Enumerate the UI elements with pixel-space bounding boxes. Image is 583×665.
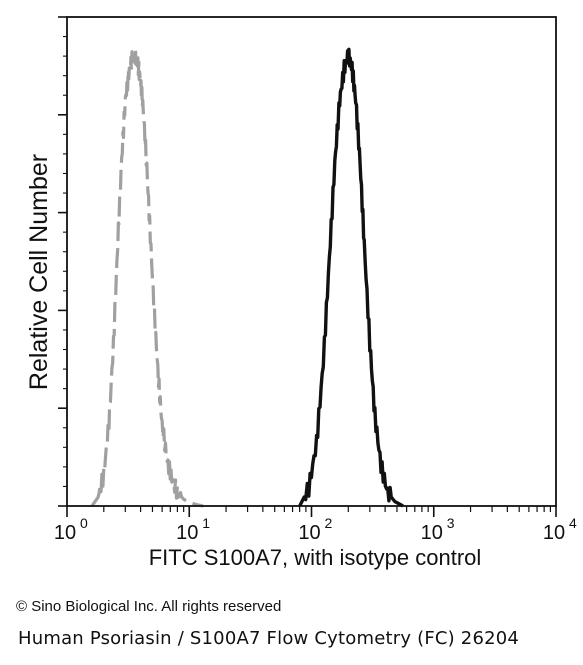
flow-cytometry-histogram: 10 0 10 1 10 2 10 3 10 4 (54, 16, 577, 544)
tick-label-layer: 10 0 10 1 10 2 10 3 10 4 (54, 515, 577, 544)
series-line-2 (298, 47, 404, 508)
copyright-notice: © Sino Biological Inc. All rights reserv… (16, 598, 282, 615)
x-axis-label: FITC S100A7, with isotype control (148, 545, 482, 570)
x-tick-exponent: 1 (202, 515, 210, 531)
x-tick-label: 10 (176, 522, 198, 544)
figure-caption: Human Psoriasin / S100A7 Flow Cytometry … (18, 628, 520, 649)
x-tick-exponent: 0 (80, 515, 88, 531)
x-tick-label: 10 (421, 522, 443, 544)
x-tick-label: 10 (54, 522, 76, 544)
x-tick-exponent: 4 (569, 515, 577, 531)
tick-layer (58, 16, 557, 517)
y-axis-label-box: Relative Cell Number (25, 154, 53, 390)
x-tick-label: 10 (298, 522, 320, 544)
x-tick-exponent: 3 (447, 515, 455, 531)
y-axis-label: Relative Cell Number (25, 154, 53, 390)
x-tick-label: 10 (543, 522, 565, 544)
series-layer (90, 47, 404, 508)
series-line-1 (90, 47, 204, 508)
x-tick-exponent: 2 (325, 515, 333, 531)
